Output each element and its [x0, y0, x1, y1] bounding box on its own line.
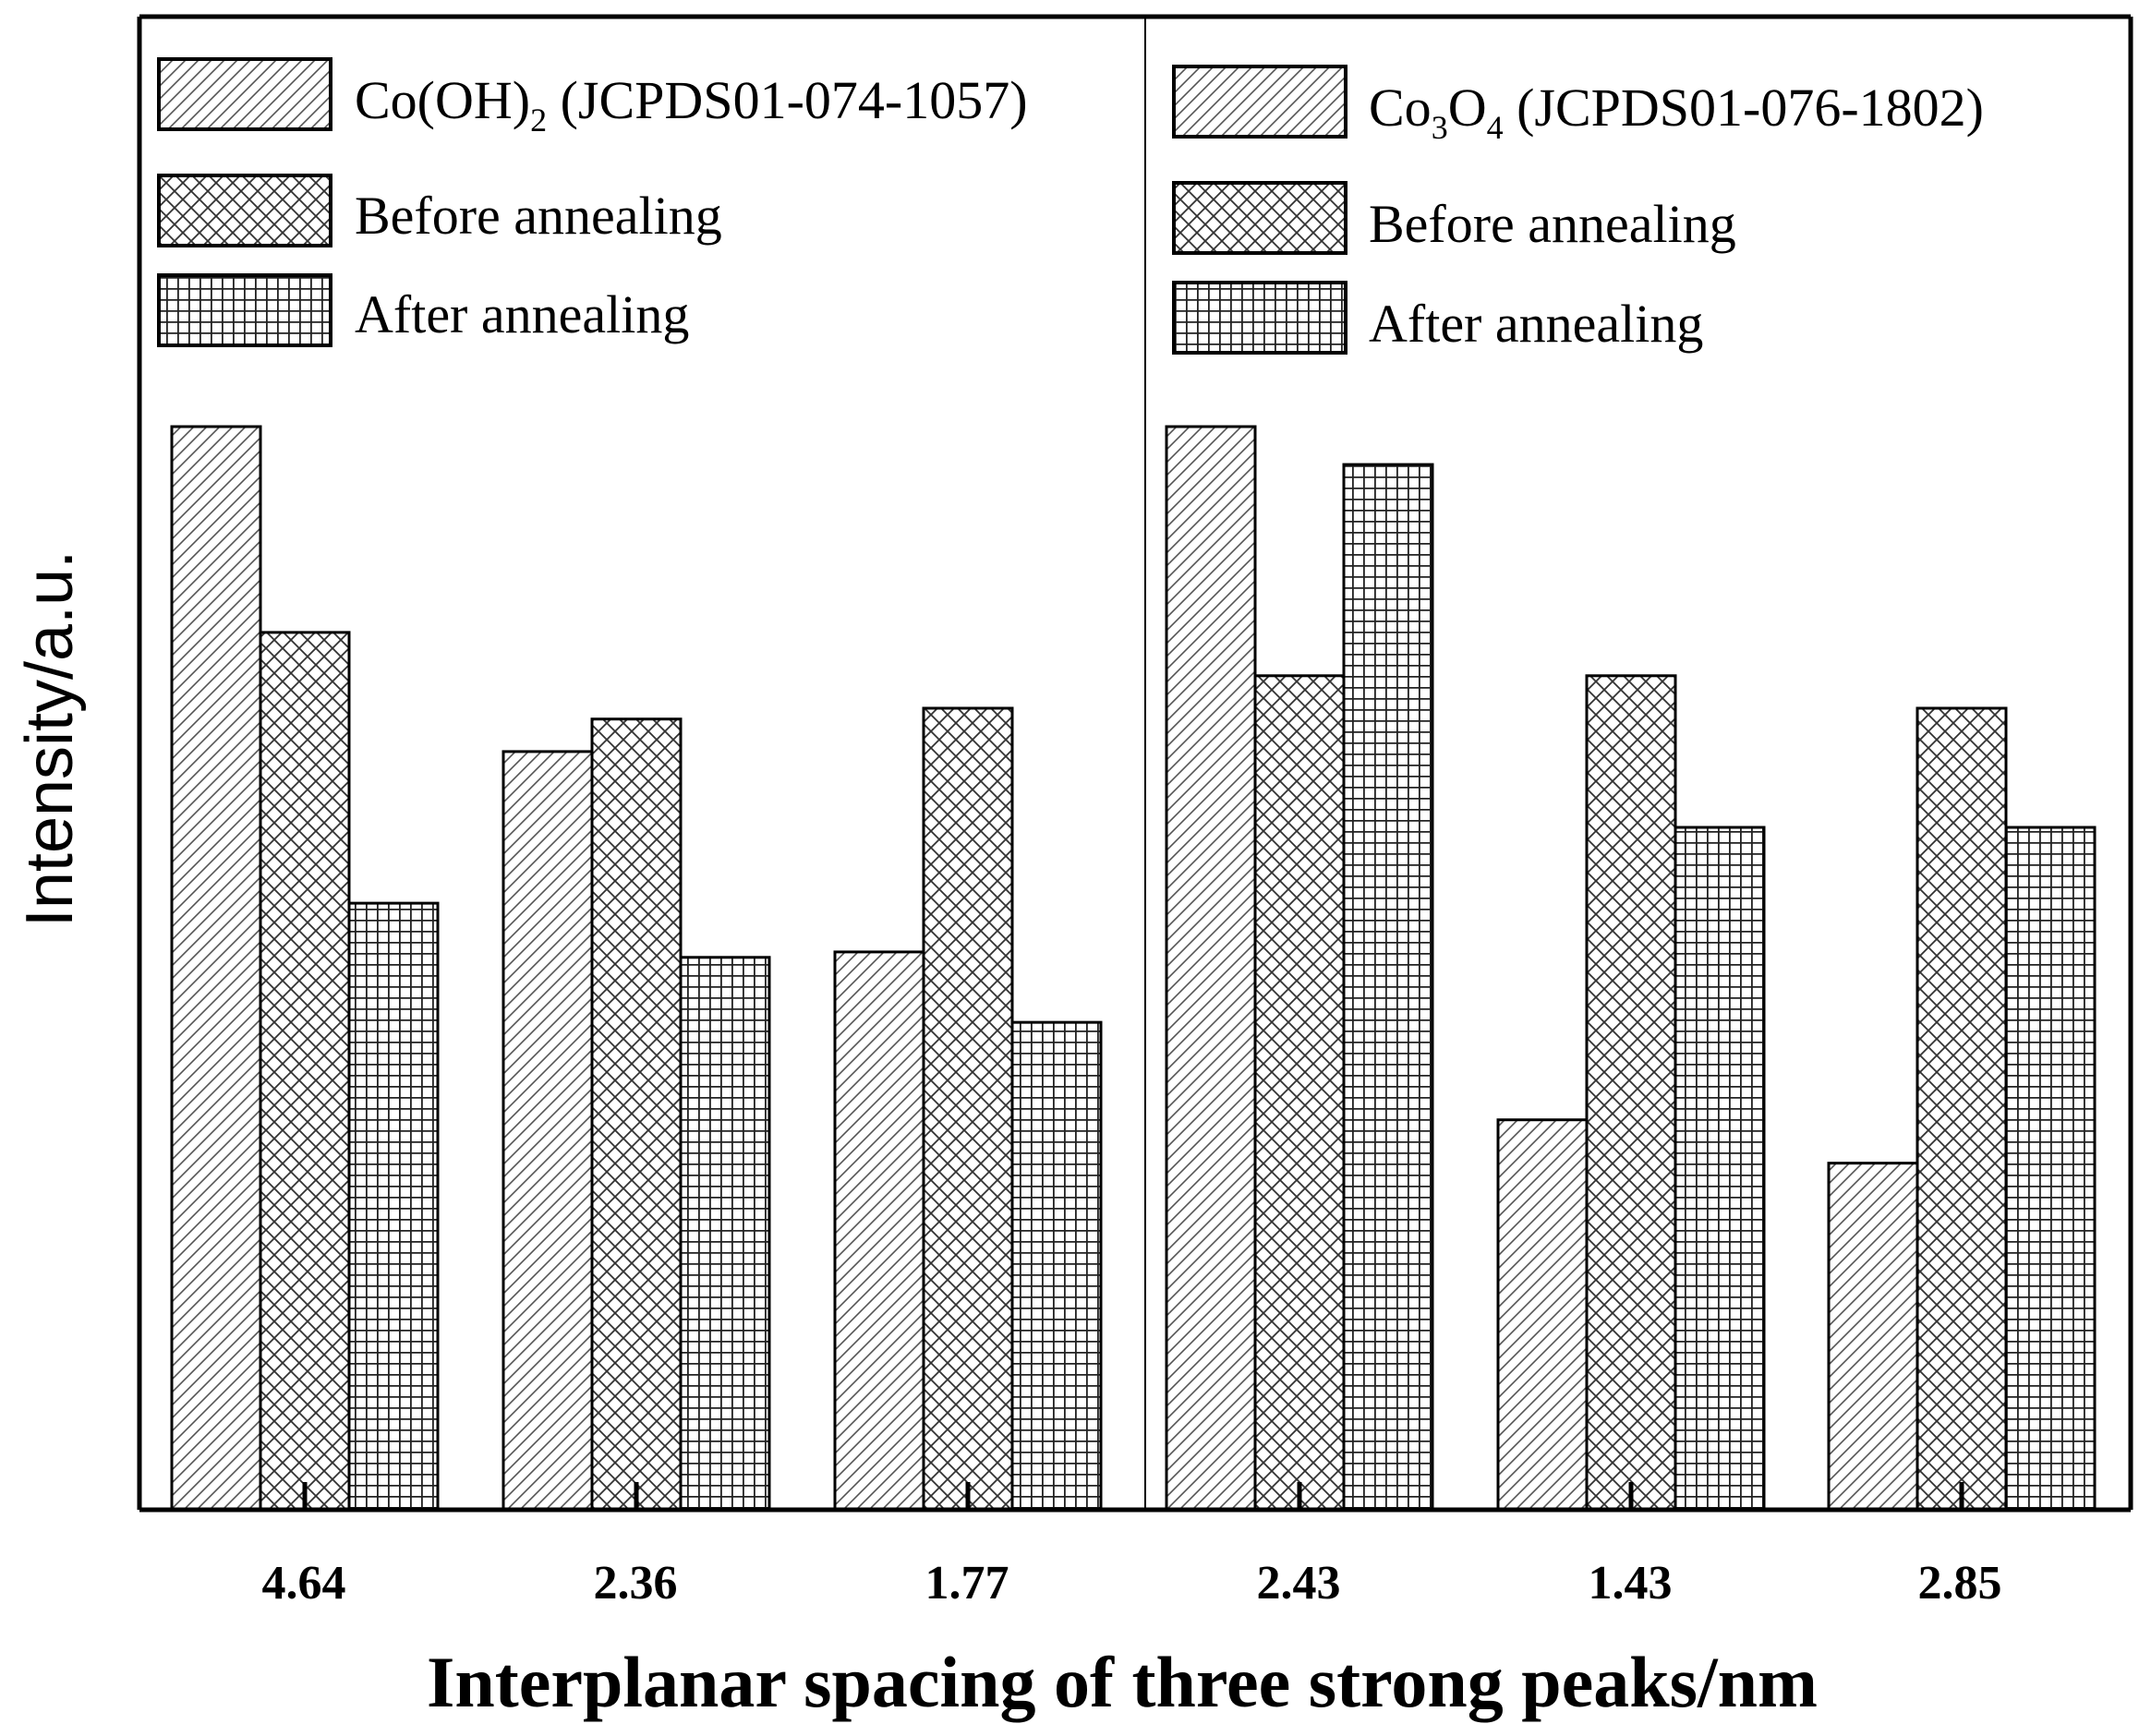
bar-2.85-series-1	[1915, 706, 2008, 1512]
x-tick-label-5: 2.85	[1918, 1557, 2002, 1609]
plot-frame	[137, 14, 2133, 1510]
legend-label-after-right: After annealing	[1369, 294, 1703, 354]
bar-4.64-series-0	[170, 425, 262, 1512]
legend-label-reference-left: Co(OH)2 (JCPDS01-074-1057)	[355, 70, 1028, 139]
bar-1.77-series-1	[922, 706, 1014, 1512]
bar-2.36-series-1	[590, 717, 683, 1512]
legend-label-before-left: Before annealing	[355, 186, 722, 246]
bar-1.43-series-1	[1585, 674, 1677, 1512]
x-tick-label-0: 4.64	[262, 1557, 346, 1609]
bar-1.43-series-0	[1496, 1118, 1589, 1512]
x-tick-label-1: 2.36	[594, 1557, 678, 1609]
legend-swatch-after-right	[1172, 281, 1347, 355]
x-axis-title: Interplanar spacing of three strong peak…	[427, 1642, 1818, 1722]
bar-2.43-series-2	[1342, 463, 1434, 1512]
legend-label-reference-right: Co3O4 (JCPDS01-076-1802)	[1369, 78, 1984, 146]
bar-2.36-series-0	[502, 750, 594, 1512]
legend-swatch-before-left	[157, 174, 332, 247]
legend-swatch-before-right	[1172, 181, 1347, 255]
x-tick-labels: 4.64 2.36 1.77 2.43 1.43 2.85	[262, 1557, 2002, 1609]
legend-swatch-reference-right	[1172, 65, 1347, 139]
legend-label-after-left: After annealing	[355, 284, 689, 344]
x-tick-label-4: 1.43	[1589, 1557, 1673, 1609]
bar-1.43-series-2	[1674, 826, 1766, 1512]
bar-4.64-series-1	[259, 631, 351, 1512]
bar-2.85-series-0	[1827, 1162, 1919, 1512]
bar-2.43-series-0	[1165, 425, 1257, 1512]
legend-right: Co3O4 (JCPDS01-076-1802) Before annealin…	[1172, 65, 1984, 355]
legend-swatch-after-left	[157, 273, 332, 347]
legend-left: Co(OH)2 (JCPDS01-074-1057) Before anneal…	[157, 57, 1028, 347]
legend-label-before-right: Before annealing	[1369, 194, 1736, 254]
x-tick-label-2: 1.77	[925, 1557, 1009, 1609]
bar-2.85-series-2	[2004, 826, 2097, 1512]
bar-4.64-series-2	[347, 901, 440, 1512]
y-axis-title: Intensity/a.u.	[13, 550, 87, 927]
legend-swatch-reference-left	[157, 57, 332, 131]
x-tick-label-3: 2.43	[1257, 1557, 1341, 1609]
bar-2.36-series-2	[679, 956, 771, 1512]
bars-layer	[170, 425, 2097, 1512]
ticks-layer	[302, 1482, 1964, 1510]
bar-1.77-series-2	[1010, 1020, 1103, 1512]
bar-1.77-series-0	[833, 950, 925, 1512]
bar-2.43-series-1	[1253, 674, 1346, 1512]
